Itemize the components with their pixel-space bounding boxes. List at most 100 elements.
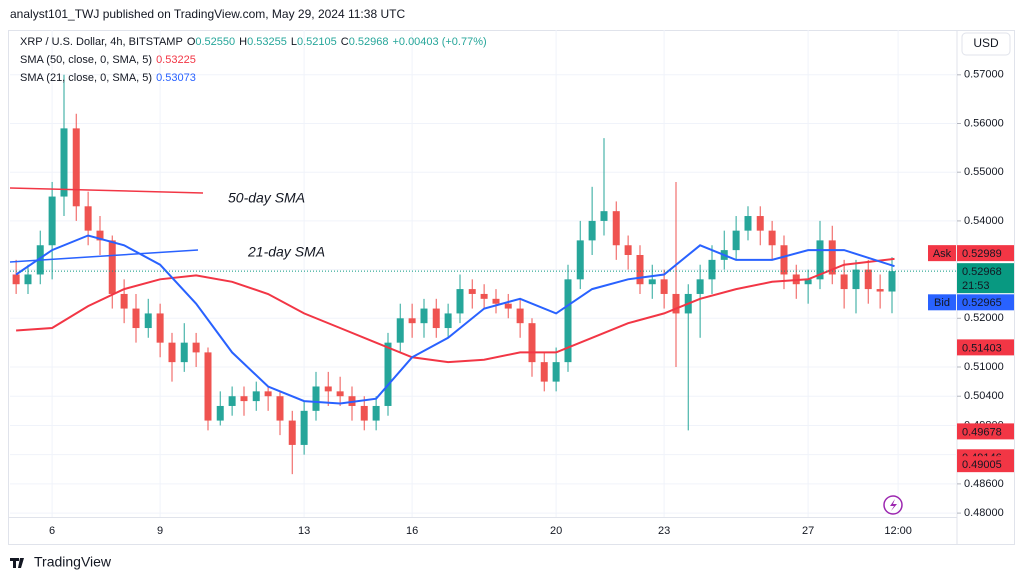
candle-body xyxy=(420,308,428,324)
y-tick-label: 0.52000 xyxy=(964,312,1004,324)
symbol: XRP / U.S. Dollar, 4h, BITSTAMP xyxy=(20,36,183,48)
ohlc-key: H xyxy=(239,36,247,48)
price-tag-box xyxy=(928,245,956,262)
indicator-value: 0.53225 xyxy=(156,54,196,66)
price-tag-box xyxy=(928,294,956,311)
candle-body xyxy=(888,271,896,292)
price-label: 0.52968 xyxy=(962,266,1002,278)
candle-body xyxy=(600,211,608,221)
y-tick-label: 0.48000 xyxy=(964,507,1004,519)
price-label-box xyxy=(957,456,1014,473)
publisher: analyst101_TWJ published on TradingView.… xyxy=(10,7,405,21)
candle-body xyxy=(756,216,764,231)
legend-row: XRP / U.S. Dollar, 4h, BITSTAMP O0.52550 H… xyxy=(20,36,487,48)
currency[interactable]: USD xyxy=(973,36,999,50)
price-label-box xyxy=(957,294,1014,311)
y-tick-label: 0.54000 xyxy=(964,215,1004,227)
candle-body xyxy=(252,391,260,402)
candle-body xyxy=(288,420,296,445)
candle-body xyxy=(780,245,788,275)
candle-body xyxy=(852,269,860,290)
x-tick-label: 6 xyxy=(49,525,55,537)
annotation: 50-day SMA xyxy=(228,190,305,206)
y-tick-label: 0.51000 xyxy=(964,361,1004,373)
y-tick-label: 0.57000 xyxy=(964,69,1004,81)
candle-body xyxy=(636,254,644,285)
ohlc-value: 0.52105 xyxy=(297,36,337,48)
ohlc-key: L xyxy=(291,36,297,48)
x-tick-label: 27 xyxy=(802,525,814,537)
countdown: 21:53 xyxy=(962,280,990,292)
price-label: 0.51403 xyxy=(962,342,1002,354)
candle-body xyxy=(240,396,248,402)
candle-body xyxy=(708,259,716,280)
annotation-line xyxy=(9,249,199,263)
ohlc-key: O xyxy=(187,36,196,48)
y-tick-label: 0.55000 xyxy=(964,166,1004,178)
ohlc-value: 0.53255 xyxy=(247,36,287,48)
annotation-line xyxy=(9,187,204,194)
candle-body xyxy=(48,196,56,246)
footer-logo: TradingView xyxy=(34,554,112,570)
change: +0.00403 (+0.77%) xyxy=(392,36,486,48)
price-label-box xyxy=(957,263,1014,294)
candle-body xyxy=(732,230,740,251)
candle-body xyxy=(804,279,812,285)
price-tag: Ask xyxy=(933,248,952,260)
alert-icon-bolt xyxy=(890,499,897,511)
x-tick-label: 9 xyxy=(157,525,163,537)
x-tick-label: 23 xyxy=(658,525,670,537)
candle-body xyxy=(612,211,620,246)
price-label: 0.49678 xyxy=(962,426,1002,438)
candle-body xyxy=(816,240,824,280)
candle-body xyxy=(864,269,872,290)
candle-body xyxy=(108,240,116,294)
candle-body xyxy=(624,245,632,255)
ohlc-value: 0.52550 xyxy=(195,36,235,48)
price-label: 0.52965 xyxy=(962,297,1002,309)
price-label: 0.52989 xyxy=(962,248,1002,260)
candle-body xyxy=(432,308,440,329)
candle-body xyxy=(540,362,548,382)
candle-body xyxy=(324,386,332,392)
candle-body xyxy=(60,128,68,197)
alert-icon[interactable] xyxy=(883,495,903,515)
x-tick-label: 13 xyxy=(298,525,310,537)
candle-body xyxy=(132,308,140,329)
candle-body xyxy=(480,293,488,299)
candle-body xyxy=(384,342,392,406)
price-label-box xyxy=(957,423,1014,440)
candle-body xyxy=(216,405,224,421)
candle-body xyxy=(528,323,536,363)
candle-body xyxy=(312,386,320,411)
candle-body xyxy=(660,279,668,294)
legend-row: SMA (50, close, 0, SMA, 5) 0.53225 xyxy=(20,54,196,66)
indicator-name: SMA (21, close, 0, SMA, 5) xyxy=(20,72,152,84)
candle-body xyxy=(300,410,308,445)
sma-line xyxy=(15,234,895,405)
candle-body xyxy=(84,206,92,231)
candle-body xyxy=(228,396,236,406)
candle-body xyxy=(456,289,464,314)
x-tick-label: 20 xyxy=(550,525,562,537)
sma-line xyxy=(16,257,895,364)
price-label-box xyxy=(957,339,1014,356)
candle-body xyxy=(168,342,176,363)
candle-body xyxy=(156,313,164,343)
currency-button[interactable] xyxy=(961,32,1011,56)
candle-body xyxy=(468,289,476,294)
candle-body xyxy=(264,391,272,397)
candle-body xyxy=(24,274,32,285)
logo-mark xyxy=(10,558,24,568)
candle-body xyxy=(12,274,20,285)
candle-body xyxy=(444,313,452,329)
price-axis: 0.570000.560000.550000.540000.530000.520… xyxy=(928,69,1014,519)
grid: 6 9 13 16 20 23 27 12:00 xyxy=(10,30,957,537)
candle-body xyxy=(672,293,680,314)
x-tick-label: 16 xyxy=(406,525,418,537)
y-tick-label: 0.48600 xyxy=(964,478,1004,490)
candle-body xyxy=(120,293,128,309)
